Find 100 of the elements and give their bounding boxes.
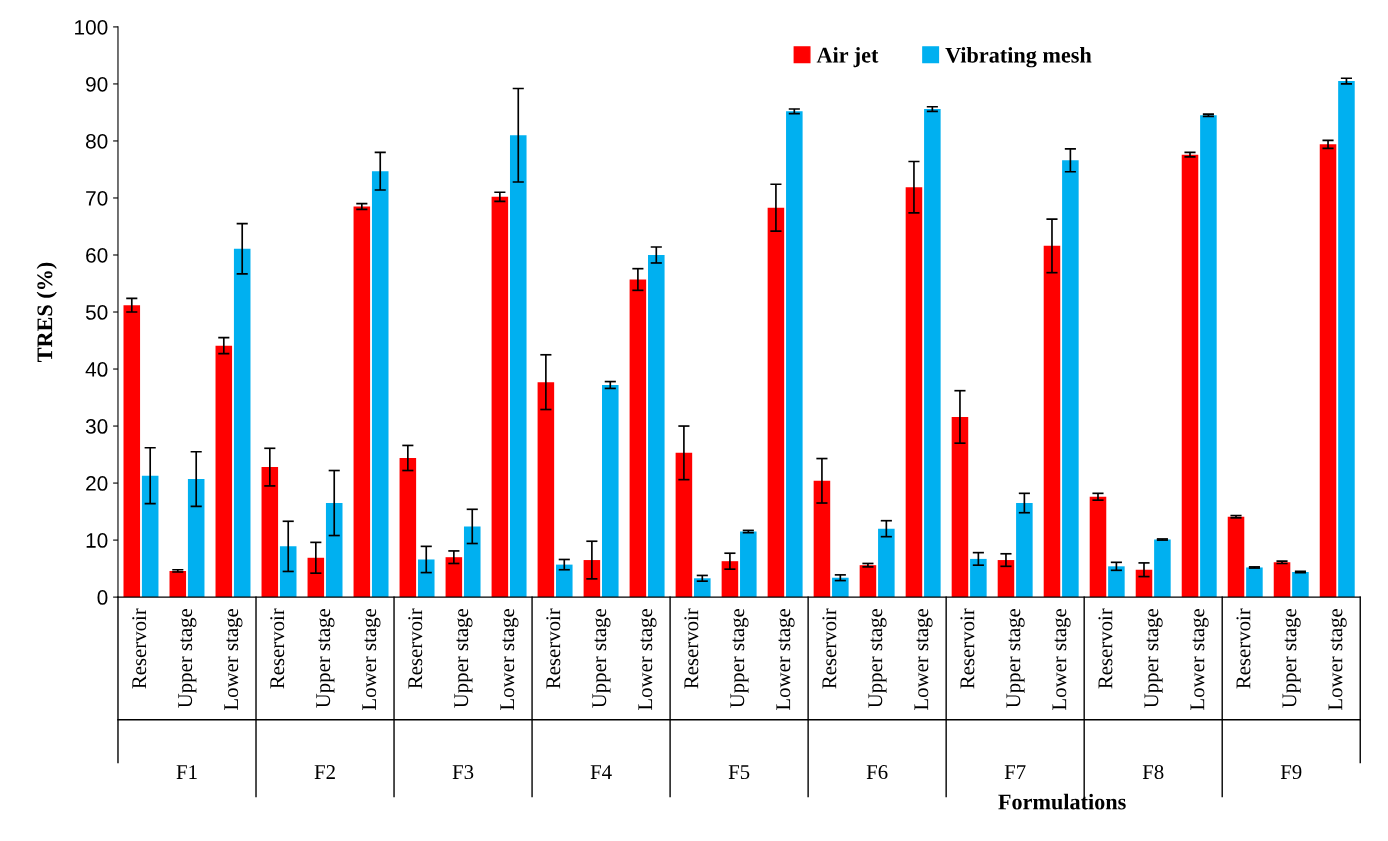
x-tick-label: Upper stage: [178, 608, 197, 708]
bar: [675, 452, 693, 598]
bar: [859, 565, 877, 598]
text: F1: [176, 765, 197, 779]
x-tick-label: Lower stage: [224, 608, 243, 711]
bar: [740, 531, 757, 598]
x-tick-label: Reservoir: [960, 608, 975, 689]
bar: [1246, 567, 1263, 598]
bar: [445, 557, 463, 598]
bar: [1181, 154, 1199, 598]
x-tick-label: Upper stage: [1144, 608, 1163, 708]
y-tick-label: 20: [86, 476, 108, 491]
x-tick-label: Lower stage: [638, 608, 657, 711]
bar: [970, 558, 987, 598]
bar: [555, 564, 573, 598]
bar: [537, 382, 555, 598]
bar: [1062, 160, 1079, 598]
x-tick-label: Upper stage: [1282, 608, 1301, 708]
x-tick-label: Lower stage: [776, 608, 795, 711]
bar: [509, 135, 527, 598]
legend-label: Air jet: [816, 47, 879, 68]
bar: [1292, 572, 1309, 598]
bar: [463, 526, 481, 598]
bar: [1135, 569, 1153, 598]
bar: [813, 480, 831, 598]
bar: [694, 578, 711, 598]
x-tick-label: Reservoir: [132, 608, 147, 689]
x-tick-label: Lower stage: [1052, 608, 1071, 711]
bar: [832, 577, 849, 598]
bar: [1338, 81, 1355, 598]
bar: [924, 109, 941, 598]
y-axis-title: TRES (%): [36, 262, 57, 362]
bar: [878, 528, 895, 598]
text: F6: [866, 765, 888, 780]
y-tick-label: 80: [85, 133, 108, 149]
legend-label: Vibrating mesh: [945, 47, 1092, 68]
y-tick-label: 70: [86, 190, 108, 206]
x-axis-title: Formulations: [998, 793, 1126, 810]
x-tick-label: Reservoir: [684, 608, 699, 689]
bar: [629, 279, 647, 598]
bar: [767, 207, 785, 598]
text: F2: [314, 765, 335, 779]
y-tick-label: 100: [75, 19, 108, 35]
x-tick-label: Upper stage: [454, 608, 473, 708]
text: F3: [452, 765, 474, 780]
bar: [371, 171, 389, 598]
y-tick-label: 50: [85, 305, 108, 320]
x-tick-label: Upper stage: [316, 608, 335, 708]
bar: [215, 345, 233, 598]
bar: [417, 559, 435, 598]
x-tick-label: Lower stage: [914, 608, 933, 711]
bar: [721, 561, 739, 598]
text: F9: [1280, 765, 1302, 780]
bar: [233, 248, 251, 598]
bar: [187, 479, 205, 598]
bar: [786, 111, 803, 598]
bar: [905, 187, 923, 598]
x-tick-label: Reservoir: [270, 608, 285, 689]
bar: [1016, 503, 1033, 598]
bar: [1319, 144, 1337, 598]
x-tick-label: Reservoir: [546, 608, 561, 689]
text: F4: [590, 765, 612, 779]
x-tick-label: Lower stage: [362, 608, 381, 711]
bar: [307, 557, 325, 598]
bar: [648, 254, 665, 598]
x-tick-label: Reservoir: [1236, 608, 1251, 689]
text: F8: [1142, 765, 1164, 780]
text: F5: [728, 765, 750, 780]
x-tick-label: Upper stage: [1006, 608, 1025, 708]
x-tick-label: Reservoir: [822, 608, 837, 689]
bar: [169, 570, 187, 598]
bar: [1089, 496, 1107, 598]
x-tick-label: Reservoir: [408, 608, 423, 689]
bar: [491, 196, 509, 598]
bar: [123, 305, 141, 598]
text: F7: [1004, 765, 1026, 779]
y-tick-label: 40: [85, 362, 108, 377]
x-tick-label: Lower stage: [1190, 608, 1209, 711]
x-tick-label: Upper stage: [868, 608, 887, 708]
bar: [997, 560, 1015, 598]
bar: [261, 467, 279, 598]
bar: [1108, 566, 1125, 598]
bar: [399, 457, 417, 598]
bar: [141, 475, 159, 598]
bar: [1154, 539, 1171, 598]
bar: [353, 206, 371, 598]
bar: [279, 546, 297, 598]
x-tick-label: Reservoir: [1098, 608, 1113, 689]
y-tick-label: 60: [86, 247, 108, 263]
x-tick-label: Lower stage: [500, 608, 519, 711]
x-tick-label: Upper stage: [592, 608, 611, 708]
x-tick-label: Upper stage: [730, 608, 749, 708]
x-tick-label: Lower stage: [1328, 608, 1347, 711]
bar: [1273, 562, 1291, 598]
bar: [602, 385, 619, 598]
bar: [1227, 516, 1245, 598]
bar: [951, 416, 969, 598]
y-tick-label: 30: [85, 419, 108, 434]
y-tick-label: 10: [86, 533, 108, 548]
bar: [325, 503, 343, 598]
